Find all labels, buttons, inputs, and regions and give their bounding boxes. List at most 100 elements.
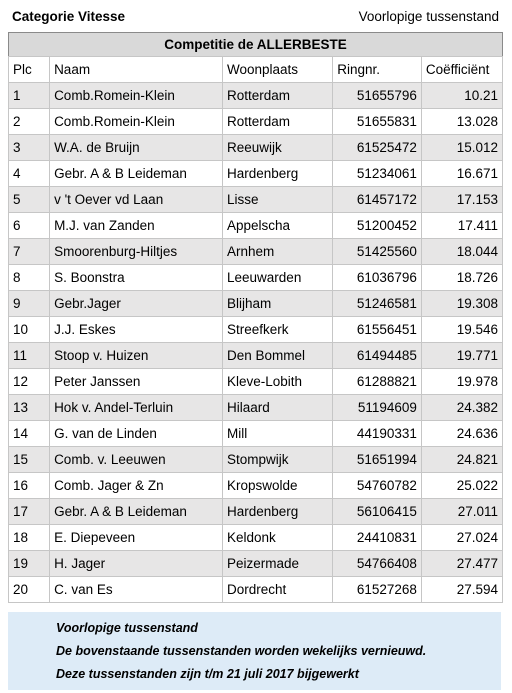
cell-ringnr[interactable]: 61525472 xyxy=(332,134,422,161)
cell-plc[interactable]: 15 xyxy=(7,446,50,473)
cell-ringnr[interactable]: 51234061 xyxy=(332,160,422,187)
cell-ringnr[interactable]: 61556451 xyxy=(332,316,422,343)
cell-coefficient[interactable]: 15.012 xyxy=(420,134,504,161)
cell-woonplaats[interactable]: Keldonk xyxy=(222,524,333,551)
cell-ringnr[interactable]: 61527268 xyxy=(332,576,422,603)
cell-woonplaats[interactable]: Arnhem xyxy=(222,238,333,265)
cell-naam[interactable]: Smoorenburg-Hiltjes xyxy=(49,238,223,265)
cell-ringnr[interactable]: 54766408 xyxy=(332,550,422,577)
cell-plc[interactable]: 16 xyxy=(7,472,50,499)
cell-woonplaats[interactable]: Dordrecht xyxy=(222,576,333,603)
cell-ringnr[interactable]: 51655831 xyxy=(332,108,422,135)
cell-coefficient[interactable]: 18.726 xyxy=(420,264,504,291)
cell-plc[interactable]: 7 xyxy=(7,238,50,265)
cell-naam[interactable]: E. Diepeveen xyxy=(49,524,223,551)
cell-plc[interactable]: 5 xyxy=(7,186,50,213)
cell-coefficient[interactable]: 18.044 xyxy=(420,238,504,265)
cell-plc[interactable]: 3 xyxy=(7,134,50,161)
cell-coefficient[interactable]: 27.477 xyxy=(420,550,504,577)
cell-coefficient[interactable]: 27.011 xyxy=(420,498,504,525)
cell-naam[interactable]: J.J. Eskes xyxy=(49,316,223,343)
cell-plc[interactable]: 17 xyxy=(7,498,50,525)
cell-ringnr[interactable]: 51200452 xyxy=(332,212,422,239)
cell-naam[interactable]: Stoop v. Huizen xyxy=(49,342,223,369)
cell-plc[interactable]: 14 xyxy=(7,420,50,447)
cell-plc[interactable]: 20 xyxy=(7,576,50,603)
cell-plc[interactable]: 2 xyxy=(7,108,50,135)
cell-naam[interactable]: C. van Es xyxy=(49,576,223,603)
cell-ringnr[interactable]: 51655796 xyxy=(332,82,422,109)
column-header-naam[interactable]: Naam xyxy=(49,56,223,83)
cell-naam[interactable]: v 't Oever vd Laan xyxy=(49,186,223,213)
cell-woonplaats[interactable]: Hardenberg xyxy=(222,498,333,525)
cell-woonplaats[interactable]: Reeuwijk xyxy=(222,134,333,161)
cell-woonplaats[interactable]: Hardenberg xyxy=(222,160,333,187)
cell-naam[interactable]: Gebr. A & B Leideman xyxy=(49,160,223,187)
cell-woonplaats[interactable]: Peizermade xyxy=(222,550,333,577)
cell-plc[interactable]: 6 xyxy=(7,212,50,239)
cell-woonplaats[interactable]: Den Bommel xyxy=(222,342,333,369)
cell-naam[interactable]: M.J. van Zanden xyxy=(49,212,223,239)
cell-ringnr[interactable]: 51425560 xyxy=(332,238,422,265)
cell-plc[interactable]: 18 xyxy=(7,524,50,551)
cell-ringnr[interactable]: 61494485 xyxy=(332,342,422,369)
cell-coefficient[interactable]: 13.028 xyxy=(420,108,504,135)
cell-plc[interactable]: 19 xyxy=(7,550,50,577)
cell-plc[interactable]: 9 xyxy=(7,290,50,317)
column-header-ringnr[interactable]: Ringnr. xyxy=(332,56,422,83)
cell-naam[interactable]: Gebr. A & B Leideman xyxy=(49,498,223,525)
cell-plc[interactable]: 13 xyxy=(7,394,50,421)
column-header-woonplaats[interactable]: Woonplaats xyxy=(222,56,333,83)
cell-ringnr[interactable]: 61036796 xyxy=(332,264,422,291)
cell-ringnr[interactable]: 54760782 xyxy=(332,472,422,499)
cell-coefficient[interactable]: 19.978 xyxy=(420,368,504,395)
cell-coefficient[interactable]: 25.022 xyxy=(420,472,504,499)
cell-woonplaats[interactable]: Kropswolde xyxy=(222,472,333,499)
cell-woonplaats[interactable]: Hilaard xyxy=(222,394,333,421)
cell-coefficient[interactable]: 27.594 xyxy=(420,576,504,603)
cell-coefficient[interactable]: 17.153 xyxy=(420,186,504,213)
cell-coefficient[interactable]: 24.636 xyxy=(420,420,504,447)
cell-plc[interactable]: 8 xyxy=(7,264,50,291)
cell-ringnr[interactable]: 51246581 xyxy=(332,290,422,317)
cell-woonplaats[interactable]: Leeuwarden xyxy=(222,264,333,291)
cell-naam[interactable]: W.A. de Bruijn xyxy=(49,134,223,161)
cell-naam[interactable]: Hok v. Andel-Terluin xyxy=(49,394,223,421)
column-header-coefficient[interactable]: Coëfficiënt xyxy=(420,56,504,83)
cell-woonplaats[interactable]: Kleve-Lobith xyxy=(222,368,333,395)
cell-ringnr[interactable]: 56106415 xyxy=(332,498,422,525)
cell-naam[interactable]: H. Jager xyxy=(49,550,223,577)
cell-coefficient[interactable]: 19.771 xyxy=(420,342,504,369)
cell-woonplaats[interactable]: Rotterdam xyxy=(222,82,333,109)
cell-naam[interactable]: Peter Janssen xyxy=(49,368,223,395)
cell-ringnr[interactable]: 61288821 xyxy=(332,368,422,395)
cell-plc[interactable]: 4 xyxy=(7,160,50,187)
cell-ringnr[interactable]: 44190331 xyxy=(332,420,422,447)
cell-woonplaats[interactable]: Blijham xyxy=(222,290,333,317)
cell-woonplaats[interactable]: Mill xyxy=(222,420,333,447)
cell-naam[interactable]: Gebr.Jager xyxy=(49,290,223,317)
cell-woonplaats[interactable]: Rotterdam xyxy=(222,108,333,135)
column-header-plc[interactable]: Plc xyxy=(7,56,50,83)
cell-naam[interactable]: Comb. v. Leeuwen xyxy=(49,446,223,473)
cell-plc[interactable]: 10 xyxy=(7,316,50,343)
cell-coefficient[interactable]: 17.411 xyxy=(420,212,504,239)
cell-ringnr[interactable]: 24410831 xyxy=(332,524,422,551)
cell-coefficient[interactable]: 16.671 xyxy=(420,160,504,187)
cell-naam[interactable]: G. van de Linden xyxy=(49,420,223,447)
cell-naam[interactable]: S. Boonstra xyxy=(49,264,223,291)
cell-plc[interactable]: 11 xyxy=(7,342,50,369)
cell-coefficient[interactable]: 10.21 xyxy=(420,82,504,109)
cell-naam[interactable]: Comb. Jager & Zn xyxy=(49,472,223,499)
cell-ringnr[interactable]: 51194609 xyxy=(332,394,422,421)
cell-coefficient[interactable]: 24.382 xyxy=(420,394,504,421)
cell-plc[interactable]: 12 xyxy=(7,368,50,395)
cell-plc[interactable]: 1 xyxy=(7,82,50,109)
cell-ringnr[interactable]: 61457172 xyxy=(332,186,422,213)
cell-coefficient[interactable]: 24.821 xyxy=(420,446,504,473)
cell-naam[interactable]: Comb.Romein-Klein xyxy=(49,82,223,109)
cell-woonplaats[interactable]: Appelscha xyxy=(222,212,333,239)
cell-woonplaats[interactable]: Lisse xyxy=(222,186,333,213)
cell-coefficient[interactable]: 27.024 xyxy=(420,524,504,551)
cell-ringnr[interactable]: 51651994 xyxy=(332,446,422,473)
